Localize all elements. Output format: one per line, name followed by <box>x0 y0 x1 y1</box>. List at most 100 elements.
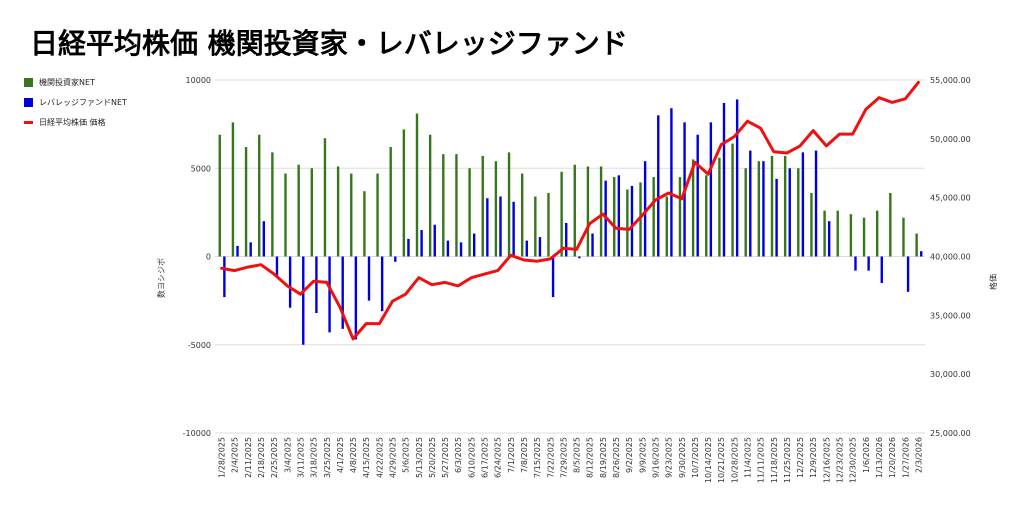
gridlines <box>215 79 925 434</box>
x-tick-label: 12/2/2025 <box>796 437 805 478</box>
legend-item-institutional: 機関投資家NET <box>24 72 127 92</box>
bar-leverage <box>578 256 581 259</box>
chart-title: 日経平均株価 機関投資家・レバレッジファンド <box>30 27 628 60</box>
bar-institutional <box>389 147 392 257</box>
legend-label-institutional: 機関投資家NET <box>39 77 95 87</box>
x-tick-label: 7/15/2025 <box>533 437 542 478</box>
x-axis-ticks: 1/28/2025 2/4/2025 2/11/2025 2/18/2025 2/25/… <box>218 437 924 483</box>
bar-leverage <box>643 161 647 257</box>
bar-leverage <box>630 185 634 257</box>
x-tick-label: 3/18/2025 <box>310 437 319 478</box>
x-tick-label: 4/1/2025 <box>336 437 345 473</box>
bar-institutional <box>350 173 353 257</box>
left-tick-label: -10000 <box>183 429 211 438</box>
bar-leverage <box>407 238 410 257</box>
bar-institutional <box>402 129 406 257</box>
x-tick-label: 12/16/2025 <box>822 437 831 483</box>
bar-leverage <box>223 256 226 298</box>
bar-institutional <box>468 168 471 257</box>
x-tick-label: 2/18/2025 <box>257 437 266 478</box>
bar-institutional <box>244 147 248 257</box>
left-axis-label: 数ヨシジボ <box>156 258 166 298</box>
legend-item-leverage: レバレッジファンドNET <box>24 92 127 112</box>
x-tick-label: 9/9/2025 <box>638 437 647 473</box>
bar-leverage <box>814 150 818 257</box>
bar-leverage <box>486 198 489 257</box>
bar-institutional <box>613 177 616 257</box>
bar-leverage <box>512 201 515 257</box>
x-tick-label: 4/8/2025 <box>349 437 358 473</box>
x-tick-label: 2/11/2025 <box>244 437 253 478</box>
x-tick-label: 6/3/2025 <box>454 437 463 473</box>
bar-institutional <box>310 168 314 257</box>
x-tick-label: 7/8/2025 <box>520 437 529 473</box>
bar-leverage <box>801 152 805 257</box>
legend-label-leverage: レバレッジファンドNET <box>39 97 127 107</box>
x-tick-label: 8/5/2025 <box>573 437 582 473</box>
x-tick-label: 7/22/2025 <box>546 437 555 478</box>
x-tick-label: 1/27/2026 <box>901 437 910 478</box>
x-tick-label: 8/26/2025 <box>612 437 621 478</box>
x-tick-label: 9/23/2025 <box>665 437 674 478</box>
x-tick-label: 5/27/2025 <box>441 437 450 478</box>
x-tick-label: 11/11/2025 <box>757 437 766 483</box>
right-axis-label: 格価 <box>988 274 998 290</box>
bar-leverage <box>709 122 713 257</box>
x-tick-label: 6/24/2025 <box>494 437 503 478</box>
bar-leverage <box>394 256 397 262</box>
bar-institutional <box>783 155 787 257</box>
x-tick-label: 8/19/2025 <box>599 437 608 478</box>
x-tick-label: 9/2/2025 <box>625 437 634 473</box>
bar-leverage <box>827 221 831 257</box>
x-tick-label: 1/6/2026 <box>862 437 871 473</box>
bar-institutional <box>336 166 340 257</box>
bar-leverage <box>788 168 791 257</box>
right-tick-label: 30,000.00 <box>930 370 971 379</box>
x-tick-label: 10/21/2025 <box>717 437 726 483</box>
bar-leverage <box>315 256 318 313</box>
bar-institutional <box>363 191 366 257</box>
bar-institutional <box>836 210 839 257</box>
bar-institutional <box>271 152 274 257</box>
bar-leverage <box>472 233 476 257</box>
bar-leverage <box>696 134 699 257</box>
bar-institutional <box>428 134 432 257</box>
bar-leverage <box>433 224 436 257</box>
bar-leverage <box>367 256 371 301</box>
legend-label-nikkei: 日経平均株価 価格 <box>39 117 106 127</box>
bar-leverage <box>328 256 331 333</box>
bar-leverage <box>525 240 528 257</box>
bar-institutional <box>507 152 511 257</box>
bar-institutional <box>718 157 721 257</box>
bar-leverage <box>565 222 568 257</box>
right-axis-ticks: 55,000.00 50,000.00 45,000.00 40,000.00 35,0… <box>930 76 971 438</box>
right-tick-label: 35,000.00 <box>930 311 971 320</box>
x-tick-label: 1/13/2026 <box>875 437 884 478</box>
right-tick-label: 50,000.00 <box>930 135 971 144</box>
bar-institutional <box>415 113 419 257</box>
x-tick-label: 1/20/2026 <box>888 437 897 478</box>
bar-institutional <box>875 210 879 257</box>
bar-leverage <box>302 256 305 345</box>
bar-leverage <box>499 196 502 257</box>
bar-institutional <box>258 134 261 257</box>
x-tick-label: 12/30/2025 <box>849 437 858 483</box>
bar-institutional <box>573 164 576 257</box>
bar-institutional <box>442 154 445 257</box>
bar-institutional <box>481 155 484 257</box>
x-tick-label: 8/12/2025 <box>586 437 595 478</box>
x-tick-label: 7/1/2025 <box>507 437 516 473</box>
bar-leverage <box>854 256 857 271</box>
bar-leverage <box>906 256 910 292</box>
legend-swatch-institutional <box>24 77 33 87</box>
legend-swatch-nikkei <box>24 120 33 124</box>
bar-institutional <box>284 173 287 257</box>
bar-leverage <box>341 256 344 329</box>
bar-institutional <box>678 177 682 257</box>
left-tick-label: 10000 <box>186 76 211 85</box>
x-tick-label: 9/16/2025 <box>651 437 660 478</box>
x-tick-label: 2/4/2025 <box>231 437 240 473</box>
bar-institutional <box>705 175 708 257</box>
bar-leverage <box>538 237 542 257</box>
